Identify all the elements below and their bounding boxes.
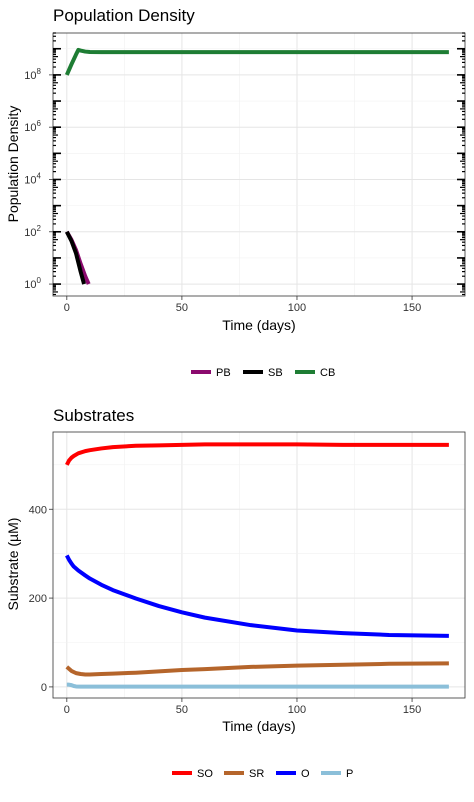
- y-axis-title: Population Density: [5, 106, 21, 223]
- series-line-sr: [65, 661, 449, 677]
- legend-item-pb: PB: [191, 367, 231, 379]
- legend-label: P: [346, 768, 353, 780]
- legend-item-so: SO: [172, 768, 213, 780]
- legend: SO SR O P: [172, 768, 353, 780]
- x-tick-label: 150: [403, 704, 421, 716]
- x-tick-label: 100: [288, 704, 306, 716]
- legend-label: O: [301, 768, 310, 780]
- x-tick-label: 0: [64, 704, 70, 716]
- series-line-so: [65, 442, 449, 466]
- y-tick-label: 400: [29, 504, 47, 516]
- legend-item-o: O: [276, 768, 310, 780]
- legend-item-p: P: [321, 768, 353, 780]
- legend-label: SR: [249, 768, 264, 780]
- y-axis-title: Substrate (µM): [5, 518, 21, 611]
- y-tick-label: 100: [24, 276, 41, 291]
- x-axis-title: Time (days): [222, 317, 295, 333]
- legend: PB SB CB: [191, 367, 335, 379]
- x-tick-label: 100: [288, 302, 306, 314]
- legend-item-cb: CB: [295, 367, 335, 379]
- y-tick-label: 104: [24, 171, 41, 186]
- series-line-o: [65, 554, 449, 638]
- legend-label: CB: [320, 367, 335, 379]
- legend-item-sb: SB: [243, 367, 283, 379]
- chart-title: Substrates: [53, 406, 134, 425]
- x-tick-label: 0: [64, 302, 70, 314]
- legend-label: PB: [216, 367, 231, 379]
- x-axis-title: Time (days): [222, 718, 295, 734]
- legend-item-sr: SR: [224, 768, 264, 780]
- plot-panel: [52, 431, 466, 699]
- chart-title: Population Density: [53, 6, 195, 25]
- series-line-p: [66, 682, 449, 689]
- population-density-chart: Population Density 0 50 100 150 100 102 104 106…: [5, 6, 466, 379]
- legend-label: SO: [197, 768, 213, 780]
- x-tick-label: 50: [176, 704, 188, 716]
- legend-label: SB: [268, 367, 283, 379]
- y-tick-label: 0: [41, 682, 47, 694]
- series-line-cb: [64, 47, 449, 76]
- x-tick-label: 150: [403, 302, 421, 314]
- y-tick-label: 106: [24, 119, 41, 134]
- x-tick-label: 50: [176, 302, 188, 314]
- y-tick-label: 200: [29, 593, 47, 605]
- series-line-sb: [65, 230, 86, 285]
- y-tick-label: 108: [24, 67, 41, 82]
- y-tick-label: 102: [24, 224, 41, 239]
- plot-panel: [52, 32, 466, 297]
